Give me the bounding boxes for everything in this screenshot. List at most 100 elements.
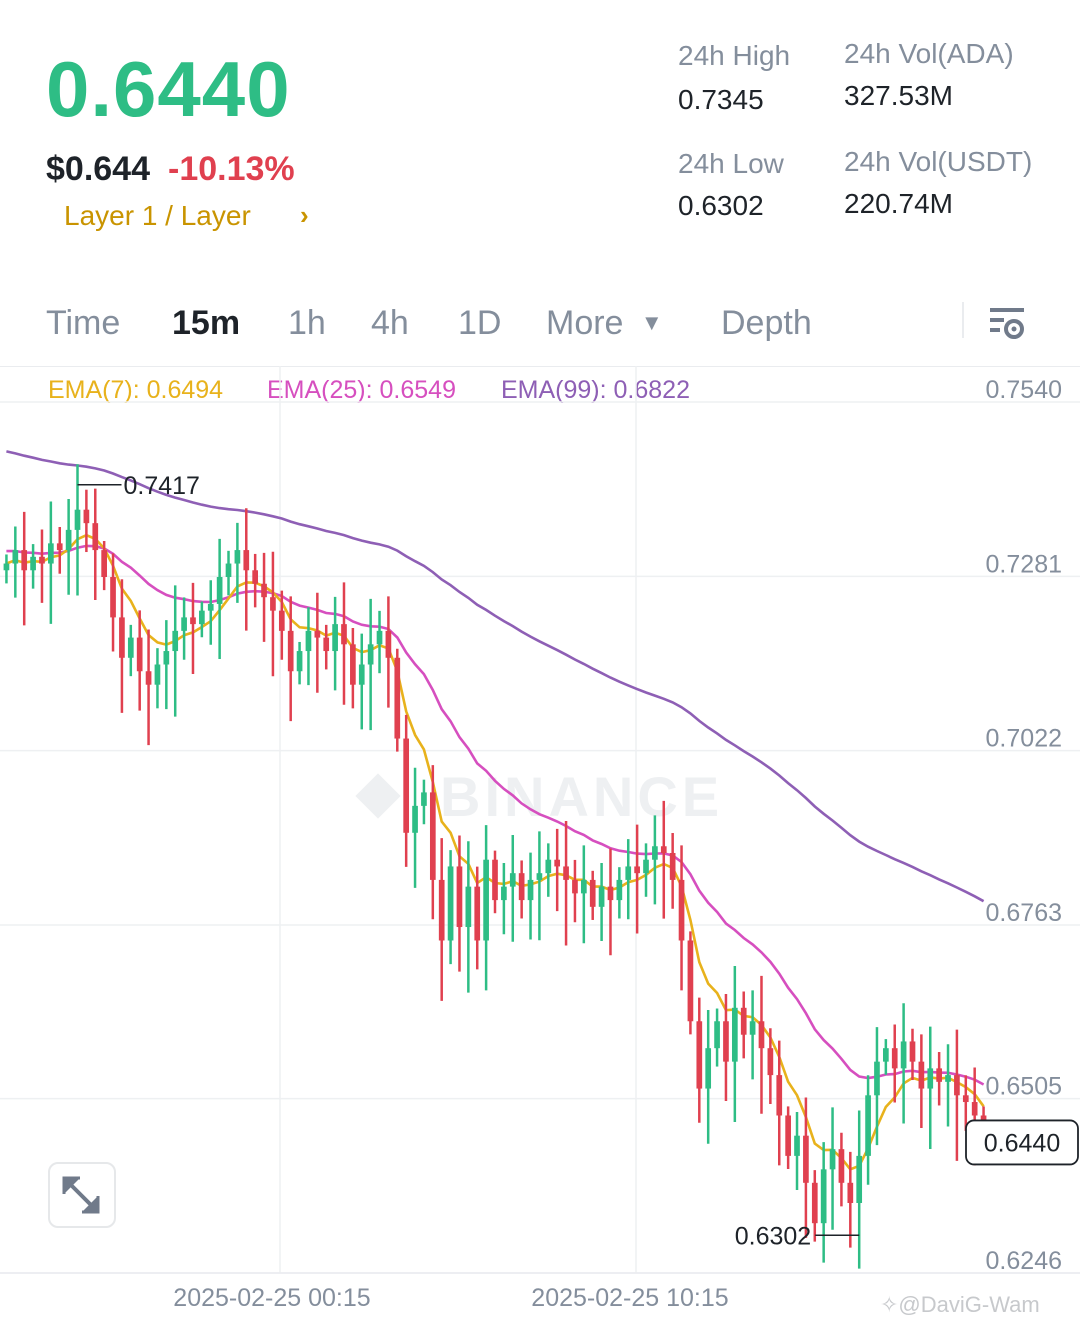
candle-body: [127, 637, 134, 658]
candle-body: [900, 1041, 907, 1069]
tab-more[interactable]: More ▼: [546, 304, 663, 343]
y-tick-label: 0.7540: [986, 376, 1062, 404]
y-tick-label: 0.7281: [986, 550, 1062, 578]
candle-body: [758, 1021, 765, 1049]
watermark-text: BINANCE: [440, 765, 723, 828]
candle-body: [616, 879, 623, 901]
candle-body: [323, 637, 330, 652]
chevron-right-icon[interactable]: ›: [300, 200, 309, 230]
chart-settings-icon[interactable]: [988, 302, 1028, 342]
category-link[interactable]: Layer 1 / Layer: [64, 200, 251, 231]
candle-body: [580, 879, 587, 894]
candle-body: [776, 1075, 783, 1116]
candle-body: [199, 610, 205, 625]
candle-body: [74, 509, 81, 530]
candle-body: [634, 866, 640, 874]
candle-body: [572, 879, 578, 894]
candle-body: [563, 866, 569, 880]
y-tick-label: 0.6505: [986, 1073, 1062, 1101]
candle-body: [492, 859, 498, 901]
high-value: 0.7345: [678, 84, 764, 115]
ema25-legend: EMA(25): 0.6549: [267, 376, 456, 404]
candle-body: [110, 577, 116, 618]
candle-body: [545, 859, 552, 874]
candle-body: [136, 637, 143, 672]
candle-body: [225, 563, 232, 578]
candle-body: [474, 886, 481, 941]
candle-body: [945, 1075, 951, 1082]
y-tick-label: 0.6763: [986, 899, 1062, 927]
candle-body: [891, 1048, 898, 1069]
candle-body: [56, 543, 63, 551]
candle-body: [794, 1135, 800, 1156]
candle-body: [483, 859, 489, 941]
tab-time[interactable]: Time: [46, 304, 121, 342]
candle-body: [296, 651, 303, 672]
candle-body: [554, 859, 561, 867]
tab-1h[interactable]: 1h: [288, 304, 326, 342]
high-marker-label: 0.7417: [124, 472, 200, 500]
candle-body: [394, 657, 401, 739]
candle-body: [287, 630, 294, 672]
candle-body: [190, 617, 196, 625]
candle-body: [740, 1007, 747, 1035]
candle-body: [918, 1061, 925, 1089]
candle-body: [145, 671, 152, 685]
candle-body: [589, 879, 596, 907]
candle-body: [12, 550, 19, 564]
candle-body: [820, 1169, 827, 1224]
candle-body: [865, 1095, 871, 1156]
candlestick-chart[interactable]: BINANCE 0.75400.72810.70220.67630.65050.…: [0, 366, 1080, 1328]
x-axis-labels: 2025-02-25 00:15 2025-02-25 10:15: [173, 1284, 728, 1312]
candle-body: [838, 1149, 845, 1183]
candle-body: [536, 873, 543, 880]
ema99-legend: EMA(99): 0.6822: [501, 376, 690, 404]
candle-body: [607, 886, 614, 901]
candle-body: [518, 873, 525, 901]
candle-body: [172, 630, 179, 652]
candles: [3, 464, 987, 1269]
candle-body: [421, 792, 427, 806]
candle-body: [598, 886, 605, 907]
tab-depth[interactable]: Depth: [721, 304, 812, 342]
candle-body: [749, 1021, 756, 1035]
current-price-tag: [965, 1119, 1079, 1166]
y-axis-labels: 0.7540 0.7281 0.7022 0.6763 0.6505 0.6246: [986, 376, 1062, 1275]
candle-body: [652, 846, 658, 860]
candle-body: [660, 846, 667, 853]
tabs-divider: [962, 302, 964, 338]
candle-body: [723, 1021, 729, 1062]
candle-body: [803, 1135, 809, 1183]
candle-body: [456, 866, 463, 928]
candle-body: [705, 1048, 712, 1089]
candle-body: [376, 630, 383, 645]
candle-body: [278, 610, 285, 631]
candle-body: [687, 940, 694, 1022]
candle-body: [252, 570, 259, 584]
tab-1d[interactable]: 1D: [458, 304, 502, 342]
ema7-legend: EMA(7): 0.6494: [48, 376, 224, 404]
tab-4h[interactable]: 4h: [371, 304, 409, 342]
candle-body: [874, 1061, 880, 1096]
candle-body: [927, 1068, 934, 1089]
candle-body: [207, 603, 214, 611]
candle-body: [39, 556, 45, 564]
candle-body: [714, 1021, 720, 1049]
ema25-line: [6, 544, 985, 1086]
candle-body: [785, 1115, 791, 1156]
tab-15m[interactable]: 15m: [172, 304, 241, 342]
candle-body: [829, 1149, 836, 1170]
price-markers: 0.7417 0.6302 0.6440: [77, 472, 1079, 1250]
candle-body: [30, 556, 36, 571]
usd-price: $0.644: [46, 150, 150, 188]
expand-button[interactable]: [48, 1162, 116, 1228]
current-price-label: 0.6440: [984, 1129, 1060, 1157]
author-watermark: ✧@DaviG-Wam: [880, 1292, 1040, 1317]
candle-body: [101, 550, 107, 578]
tab-more-label: More: [546, 304, 624, 342]
binance-logo-icon: [355, 773, 401, 819]
candle-body: [403, 738, 410, 833]
candle-body: [332, 624, 338, 652]
candle-body: [954, 1075, 960, 1096]
candle-body: [350, 644, 356, 685]
